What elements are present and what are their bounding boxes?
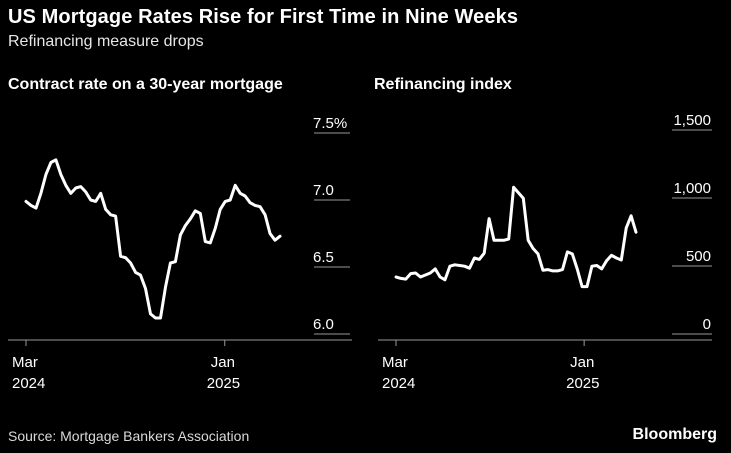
refi-ytick-label-0: 1,500: [673, 112, 711, 129]
refi-xtick-label-1: Jan: [570, 354, 594, 371]
refi-xtick-sublabel-0: 2024: [382, 375, 415, 392]
bloomberg-logo: Bloomberg: [632, 426, 717, 443]
refi-ytick-label-3: 0: [703, 316, 711, 333]
rate-xtick-label-0: Mar: [12, 354, 38, 371]
rate-ytick-label-2: 6.5: [313, 249, 334, 266]
rate-xtick-label-1: Jan: [211, 354, 235, 371]
chart-title: US Mortgage Rates Rise for First Time in…: [8, 6, 519, 28]
source-note: Source: Mortgage Bankers Association: [8, 428, 250, 444]
refi-ytick-label-2: 500: [686, 248, 711, 265]
rate-xtick-sublabel-1: 2025: [207, 375, 240, 392]
rate-ytick-label-3: 6.0: [313, 316, 334, 333]
rate-xtick-sublabel-0: 2024: [12, 375, 45, 392]
refi-xtick-sublabel-1: 2025: [566, 375, 599, 392]
refi-series-line-0: [394, 185, 638, 289]
rate-ytick-label-1: 7.0: [313, 182, 334, 199]
right-panel-title: Refinancing index: [374, 76, 512, 93]
chart-subtitle: Refinancing measure drops: [8, 33, 204, 50]
refi-xtick-label-0: Mar: [382, 354, 408, 371]
rate-series-line-0: [24, 158, 282, 320]
left-panel-title: Contract rate on a 30-year mortgage: [8, 76, 283, 93]
refi-ytick-label-1: 1,000: [673, 180, 711, 197]
rate-ytick-label-0: 7.5%: [313, 115, 347, 132]
